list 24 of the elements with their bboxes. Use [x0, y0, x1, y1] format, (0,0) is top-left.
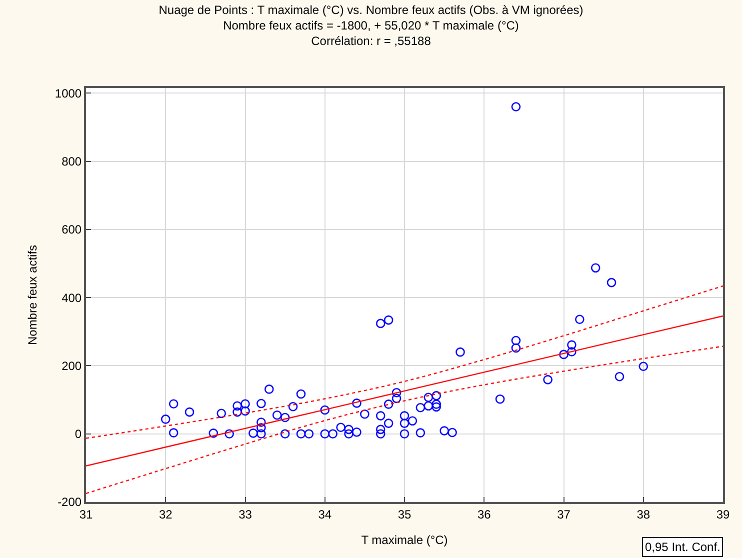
y-tick-label: 1000: [54, 86, 82, 100]
y-tick-label: -200: [58, 495, 82, 510]
x-tick-label: 33: [238, 507, 252, 522]
x-axis-title: T maximale (°C): [361, 532, 448, 547]
x-tick-label: 38: [636, 507, 650, 522]
x-tick-label: 34: [318, 507, 332, 522]
x-tick-label: 32: [158, 507, 173, 522]
line-series: [86, 346, 723, 494]
y-tick-label: 600: [62, 222, 82, 237]
y-tick-label: 200: [62, 358, 82, 373]
line-series: [86, 315, 723, 466]
y-axis-title: Nombre feux actifs: [26, 244, 40, 346]
chart-title: Nuage de Points : T maximale (°C) vs. Nombre feux actifs (Obs. à VM ignorées): [158, 2, 584, 17]
chart-subtitle: Nombre feux actifs = -1800, + 55,020 * T maximale (°C) Corrélation: r = ,55188: [223, 18, 519, 48]
x-tick-label: 35: [398, 507, 412, 522]
x-tick-label: 37: [557, 507, 571, 522]
x-tick-label: 39: [716, 507, 730, 522]
text: 0,95 Int. Conf.: [645, 540, 720, 554]
y-tick-label: 800: [62, 154, 82, 168]
x-tick-label: 31: [79, 507, 93, 522]
x-tick-label: 36: [477, 507, 492, 522]
y-tick-label: 400: [62, 290, 82, 305]
line-series: [86, 285, 723, 439]
y-tick-label: 0: [74, 427, 82, 442]
